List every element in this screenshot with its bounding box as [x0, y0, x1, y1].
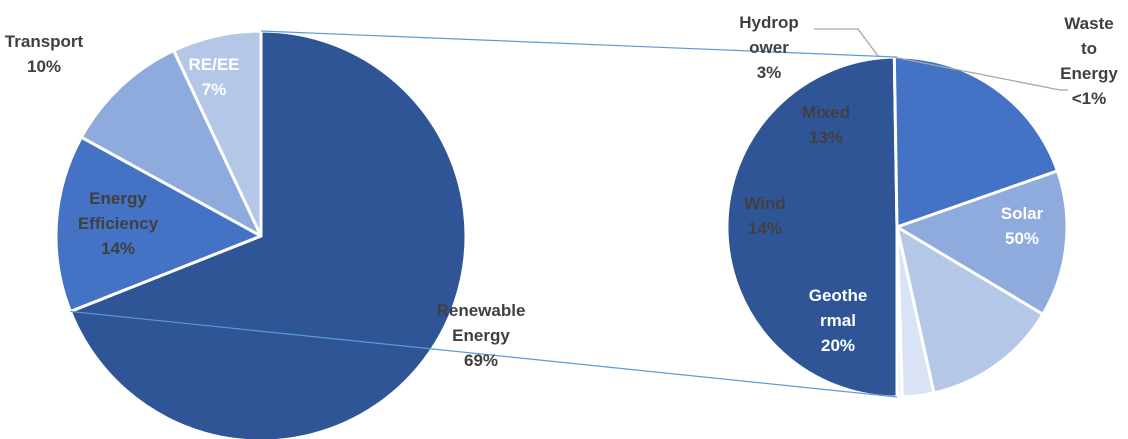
connector-line-bottom [70, 310, 898, 398]
sub-label-mixed: Mixed 13% [802, 103, 850, 147]
sub-label-hydropower: Hydrop ower 3% [739, 13, 799, 82]
main-slice-energy-efficiency [54, 135, 263, 313]
sub-label-geothermal: Geothe rmal 20% [809, 286, 868, 355]
main-slice-transport [79, 49, 263, 238]
main-label-transport: Transport 10% [5, 32, 84, 76]
main-slice-re-ee [172, 29, 263, 238]
connector-lines [70, 28, 1068, 398]
sub-pie [725, 55, 1069, 399]
sub-slice-waste-to-energy [895, 225, 904, 399]
main-label-re-ee: RE/EE 7% [188, 55, 239, 99]
leader-line-waste-to-energy [892, 56, 1068, 91]
sub-slice-mixed [895, 225, 1045, 395]
main-label-renewable-energy: Renewable Energy 69% [437, 301, 526, 370]
sub-slice-wind [895, 169, 1069, 316]
leader-line-hydropower [814, 28, 879, 57]
connector-line-top [260, 30, 898, 58]
main-pie [54, 29, 468, 439]
main-label-energy-efficiency: Energy Efficiency 14% [78, 189, 159, 258]
sub-label-solar: Solar 50% [1001, 204, 1044, 248]
sub-label-wind: Wind 14% [744, 194, 785, 238]
sub-slice-solar [725, 55, 899, 399]
data-labels: Renewable Energy 69% Energy Efficiency 14% Tra… [5, 13, 1119, 370]
main-slice-renewable-energy [68, 29, 468, 439]
sub-label-waste-to-energy: Waste to Energy <1% [1060, 14, 1118, 108]
